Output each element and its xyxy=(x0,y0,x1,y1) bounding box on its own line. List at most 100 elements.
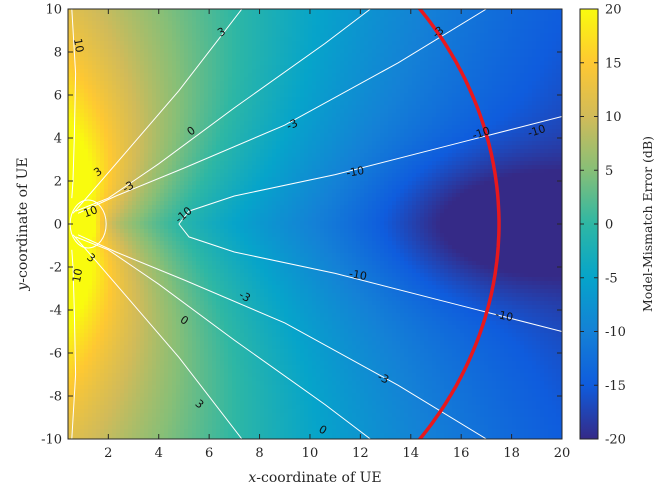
heatmap-cell xyxy=(528,133,533,138)
heatmap-cell xyxy=(456,133,461,138)
heatmap-cell xyxy=(132,49,137,54)
heatmap-cell xyxy=(244,69,249,74)
heatmap-cell xyxy=(472,49,477,54)
heatmap-cell xyxy=(204,45,209,50)
heatmap-cell xyxy=(496,57,501,62)
heatmap-cell xyxy=(540,37,545,42)
heatmap-cell xyxy=(540,21,545,26)
heatmap-cell xyxy=(340,93,345,98)
heatmap-cell xyxy=(252,101,257,106)
heatmap-cell xyxy=(196,157,201,162)
heatmap-cell xyxy=(376,117,381,122)
heatmap-cell xyxy=(204,137,209,142)
heatmap-cell xyxy=(552,61,557,66)
heatmap-cell xyxy=(200,37,205,42)
heatmap-cell xyxy=(344,149,349,154)
heatmap-cell xyxy=(492,141,497,146)
heatmap-cell xyxy=(456,13,461,18)
heatmap-cell xyxy=(308,105,313,110)
heatmap-cell xyxy=(500,57,505,62)
heatmap-cell xyxy=(240,145,245,150)
heatmap-cell xyxy=(508,125,513,130)
heatmap-cell xyxy=(524,9,529,14)
heatmap-cell xyxy=(232,141,237,146)
heatmap-cell xyxy=(360,93,365,98)
heatmap-cell xyxy=(192,25,197,30)
heatmap-cell xyxy=(500,85,505,90)
heatmap-cell xyxy=(208,113,213,118)
heatmap-cell xyxy=(260,109,265,114)
heatmap-cell xyxy=(468,165,473,170)
heatmap-cell xyxy=(176,37,181,42)
heatmap-cell xyxy=(316,93,321,98)
heatmap-cell xyxy=(280,145,285,150)
heatmap-cell xyxy=(132,9,137,14)
heatmap-cell xyxy=(236,165,241,170)
heatmap-cell xyxy=(328,121,333,126)
heatmap-cell xyxy=(448,89,453,94)
heatmap-cell xyxy=(416,85,421,90)
heatmap-cell xyxy=(324,105,329,110)
heatmap-cell xyxy=(528,9,533,14)
heatmap-cell xyxy=(344,153,349,158)
heatmap-cell xyxy=(316,49,321,54)
heatmap-cell xyxy=(140,77,145,82)
heatmap-cell xyxy=(168,85,173,90)
heatmap-cell xyxy=(240,49,245,54)
heatmap-cell xyxy=(328,49,333,54)
heatmap-cell xyxy=(132,93,137,98)
heatmap-cell xyxy=(124,37,129,42)
heatmap-cell xyxy=(224,49,229,54)
heatmap-cell xyxy=(428,53,433,58)
heatmap-cell xyxy=(440,89,445,94)
heatmap-cell xyxy=(208,117,213,122)
heatmap-cell xyxy=(540,141,545,146)
heatmap-cell xyxy=(388,89,393,94)
heatmap-cell xyxy=(324,45,329,50)
heatmap-cell xyxy=(516,73,521,78)
heatmap-cell xyxy=(120,33,125,38)
heatmap-cell xyxy=(108,89,113,94)
heatmap-cell xyxy=(408,9,413,14)
heatmap-cell xyxy=(84,153,89,158)
heatmap-cell xyxy=(192,9,197,14)
heatmap-cell xyxy=(396,13,401,18)
heatmap-cell xyxy=(68,21,73,26)
heatmap-cell xyxy=(476,65,481,70)
heatmap-cell xyxy=(252,37,257,42)
heatmap-cell xyxy=(192,133,197,138)
heatmap-cell xyxy=(132,21,137,26)
heatmap-cell xyxy=(96,17,101,22)
heatmap-cell xyxy=(388,133,393,138)
heatmap-cell xyxy=(88,109,93,114)
heatmap-cell xyxy=(212,81,217,86)
heatmap-cell xyxy=(476,149,481,154)
heatmap-cell xyxy=(224,69,229,74)
heatmap-cell xyxy=(80,129,85,134)
heatmap-cell xyxy=(556,97,561,102)
heatmap-cell xyxy=(480,57,485,62)
heatmap-cell xyxy=(344,121,349,126)
heatmap-cell xyxy=(216,33,221,38)
heatmap-cell xyxy=(96,85,101,90)
heatmap-cell xyxy=(256,113,261,118)
heatmap-cell xyxy=(124,41,129,46)
heatmap-cell xyxy=(456,53,461,58)
heatmap-cell xyxy=(104,65,109,70)
heatmap-cell xyxy=(332,101,337,106)
heatmap-cell xyxy=(316,153,321,158)
heatmap-cell xyxy=(148,29,153,34)
heatmap-cell xyxy=(140,169,145,174)
heatmap-cell xyxy=(200,165,205,170)
heatmap-cell xyxy=(108,81,113,86)
heatmap-cell xyxy=(488,129,493,134)
heatmap-cell xyxy=(360,121,365,126)
heatmap-cell xyxy=(68,105,73,110)
heatmap-cell xyxy=(508,81,513,86)
heatmap-cell xyxy=(420,141,425,146)
heatmap-cell xyxy=(212,61,217,66)
heatmap-cell xyxy=(456,45,461,50)
heatmap-cell xyxy=(348,69,353,74)
heatmap-cell xyxy=(464,69,469,74)
heatmap-cell xyxy=(556,9,561,14)
